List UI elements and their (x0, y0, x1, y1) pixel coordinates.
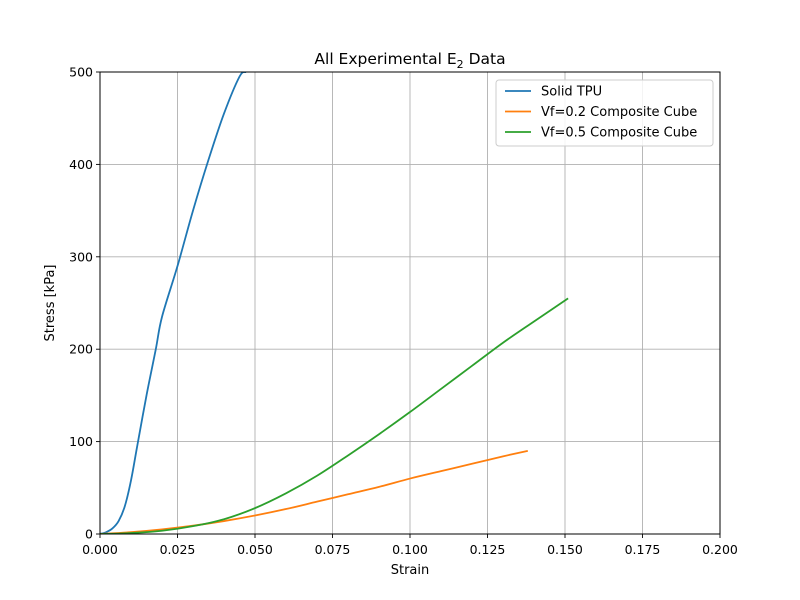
x-tick-label: 0.125 (470, 542, 506, 557)
legend-label-solid-tpu: Solid TPU (541, 85, 602, 100)
chart-title-tail: Data (464, 50, 506, 68)
series-line-vf-0-5-composite-cube (100, 297, 569, 534)
legend: Solid TPU Vf=0.2 Composite Cube Vf=0.5 Com… (495, 79, 714, 147)
x-tick-label: 0.150 (547, 542, 583, 557)
chart-title: All Experimental E2 Data (314, 50, 505, 71)
chart-title-main: All Experimental E (314, 50, 456, 68)
series-group (100, 72, 569, 534)
y-tick-label: 400 (69, 157, 93, 172)
x-tick-label: 0.175 (625, 542, 661, 557)
y-tick-label: 100 (69, 434, 93, 449)
legend-label-vf-0-5-composite-cube: Vf=0.5 Composite Cube (541, 126, 697, 141)
x-tick-label: 0.100 (392, 542, 428, 557)
chart-title-subscript: 2 (457, 58, 464, 71)
series-line-vf-0-2-composite-cube (100, 449, 528, 534)
y-tick-label: 300 (69, 249, 93, 264)
legend-box (495, 79, 714, 147)
y-tick-label: 200 (69, 342, 93, 357)
axis-ticks: 0.000 0.025 0.050 0.075 0.100 0.125 0.150 0.175… (69, 65, 738, 558)
y-tick-label: 0 (85, 527, 93, 542)
y-tick-label: 500 (69, 65, 93, 80)
legend-label-vf-0-2-composite-cube: Vf=0.2 Composite Cube (541, 105, 697, 120)
series-line-solid-tpu (100, 72, 247, 534)
x-tick-label: 0.200 (702, 542, 738, 557)
x-tick-label: 0.075 (315, 542, 351, 557)
x-tick-label: 0.050 (237, 542, 273, 557)
x-tick-label: 0.000 (82, 542, 118, 557)
x-tick-label: 0.025 (160, 542, 196, 557)
y-axis-label: Stress [kPa] (43, 265, 58, 342)
x-axis-label: Strain (391, 563, 430, 578)
